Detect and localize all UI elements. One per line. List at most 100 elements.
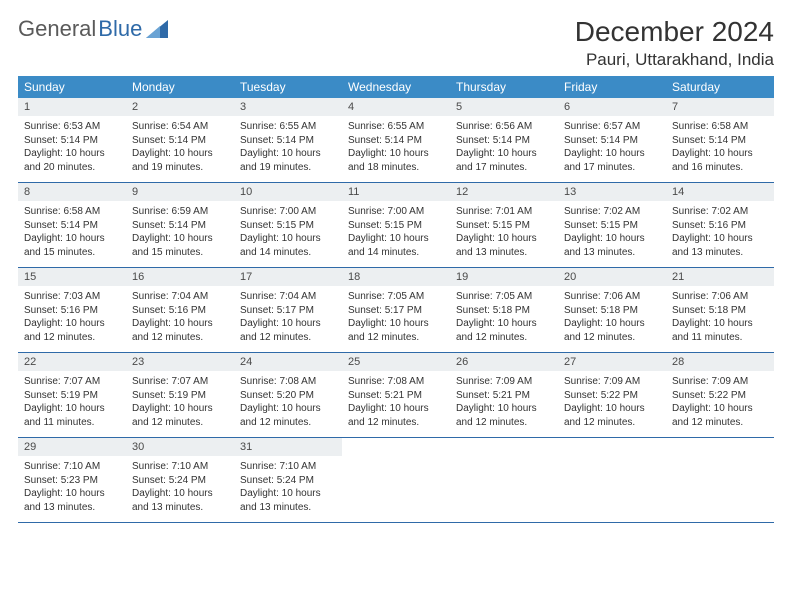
sunrise-text: Sunrise: 6:55 AM [348,120,444,134]
daylight-text: Daylight: 10 hours and 12 minutes. [672,402,768,429]
daylight-text: Daylight: 10 hours and 12 minutes. [456,402,552,429]
logo-triangle-icon [146,20,168,38]
daylight-text: Daylight: 10 hours and 19 minutes. [132,147,228,174]
daylight-text: Daylight: 10 hours and 17 minutes. [456,147,552,174]
day-body: Sunrise: 7:10 AMSunset: 5:24 PMDaylight:… [234,456,342,522]
week-row: 29Sunrise: 7:10 AMSunset: 5:23 PMDayligh… [18,438,774,523]
day-cell [342,438,450,523]
sunrise-text: Sunrise: 6:57 AM [564,120,660,134]
day-cell [450,438,558,523]
sunrise-text: Sunrise: 7:08 AM [348,375,444,389]
logo-text-general: General [18,16,96,42]
day-body: Sunrise: 6:58 AMSunset: 5:14 PMDaylight:… [18,201,126,267]
daylight-text: Daylight: 10 hours and 16 minutes. [672,147,768,174]
sunset-text: Sunset: 5:17 PM [240,304,336,318]
daylight-text: Daylight: 10 hours and 12 minutes. [132,402,228,429]
day-body: Sunrise: 7:01 AMSunset: 5:15 PMDaylight:… [450,201,558,267]
sunrise-text: Sunrise: 7:09 AM [564,375,660,389]
daylight-text: Daylight: 10 hours and 12 minutes. [348,402,444,429]
sunrise-text: Sunrise: 6:56 AM [456,120,552,134]
daylight-text: Daylight: 10 hours and 12 minutes. [564,317,660,344]
day-number: 13 [558,183,666,201]
daylight-text: Daylight: 10 hours and 15 minutes. [132,232,228,259]
day-body: Sunrise: 6:56 AMSunset: 5:14 PMDaylight:… [450,116,558,182]
day-cell: 1Sunrise: 6:53 AMSunset: 5:14 PMDaylight… [18,98,126,183]
sunset-text: Sunset: 5:15 PM [456,219,552,233]
sunset-text: Sunset: 5:14 PM [564,134,660,148]
sunrise-text: Sunrise: 7:05 AM [456,290,552,304]
day-header-row: SundayMondayTuesdayWednesdayThursdayFrid… [18,76,774,98]
day-body: Sunrise: 6:55 AMSunset: 5:14 PMDaylight:… [234,116,342,182]
day-cell: 21Sunrise: 7:06 AMSunset: 5:18 PMDayligh… [666,268,774,353]
day-number: 22 [18,353,126,371]
daylight-text: Daylight: 10 hours and 13 minutes. [240,487,336,514]
day-body: Sunrise: 6:57 AMSunset: 5:14 PMDaylight:… [558,116,666,182]
daylight-text: Daylight: 10 hours and 14 minutes. [348,232,444,259]
day-number: 27 [558,353,666,371]
daylight-text: Daylight: 10 hours and 17 minutes. [564,147,660,174]
daylight-text: Daylight: 10 hours and 13 minutes. [132,487,228,514]
sunset-text: Sunset: 5:15 PM [564,219,660,233]
header: General Blue December 2024 Pauri, Uttara… [18,16,774,70]
sunset-text: Sunset: 5:19 PM [24,389,120,403]
day-body: Sunrise: 7:04 AMSunset: 5:17 PMDaylight:… [234,286,342,352]
day-cell: 5Sunrise: 6:56 AMSunset: 5:14 PMDaylight… [450,98,558,183]
day-body: Sunrise: 7:00 AMSunset: 5:15 PMDaylight:… [342,201,450,267]
day-body: Sunrise: 7:06 AMSunset: 5:18 PMDaylight:… [558,286,666,352]
day-number: 30 [126,438,234,456]
day-number: 2 [126,98,234,116]
day-body: Sunrise: 7:03 AMSunset: 5:16 PMDaylight:… [18,286,126,352]
day-body: Sunrise: 6:55 AMSunset: 5:14 PMDaylight:… [342,116,450,182]
sunrise-text: Sunrise: 6:55 AM [240,120,336,134]
sunrise-text: Sunrise: 7:04 AM [132,290,228,304]
calendar-page: General Blue December 2024 Pauri, Uttara… [0,0,792,539]
day-number: 11 [342,183,450,201]
daylight-text: Daylight: 10 hours and 13 minutes. [456,232,552,259]
day-body: Sunrise: 7:08 AMSunset: 5:20 PMDaylight:… [234,371,342,437]
sunrise-text: Sunrise: 7:09 AM [672,375,768,389]
sunset-text: Sunset: 5:14 PM [240,134,336,148]
logo-text-blue: Blue [98,16,142,42]
sunset-text: Sunset: 5:21 PM [456,389,552,403]
day-number: 16 [126,268,234,286]
sunrise-text: Sunrise: 6:54 AM [132,120,228,134]
day-cell: 22Sunrise: 7:07 AMSunset: 5:19 PMDayligh… [18,353,126,438]
day-body: Sunrise: 7:07 AMSunset: 5:19 PMDaylight:… [18,371,126,437]
sunset-text: Sunset: 5:14 PM [348,134,444,148]
sunset-text: Sunset: 5:18 PM [564,304,660,318]
month-title: December 2024 [575,16,774,48]
sunset-text: Sunset: 5:15 PM [240,219,336,233]
day-body: Sunrise: 7:02 AMSunset: 5:16 PMDaylight:… [666,201,774,267]
sunset-text: Sunset: 5:21 PM [348,389,444,403]
day-body: Sunrise: 7:10 AMSunset: 5:24 PMDaylight:… [126,456,234,522]
daylight-text: Daylight: 10 hours and 12 minutes. [348,317,444,344]
sunset-text: Sunset: 5:14 PM [24,219,120,233]
day-body: Sunrise: 6:59 AMSunset: 5:14 PMDaylight:… [126,201,234,267]
day-number: 15 [18,268,126,286]
daylight-text: Daylight: 10 hours and 13 minutes. [672,232,768,259]
sunrise-text: Sunrise: 7:03 AM [24,290,120,304]
sunrise-text: Sunrise: 7:08 AM [240,375,336,389]
sunrise-text: Sunrise: 7:05 AM [348,290,444,304]
day-number: 7 [666,98,774,116]
week-row: 22Sunrise: 7:07 AMSunset: 5:19 PMDayligh… [18,353,774,438]
sunrise-text: Sunrise: 7:10 AM [24,460,120,474]
day-cell: 23Sunrise: 7:07 AMSunset: 5:19 PMDayligh… [126,353,234,438]
day-body: Sunrise: 7:00 AMSunset: 5:15 PMDaylight:… [234,201,342,267]
daylight-text: Daylight: 10 hours and 12 minutes. [240,317,336,344]
day-number: 9 [126,183,234,201]
title-block: December 2024 Pauri, Uttarakhand, India [575,16,774,70]
day-body: Sunrise: 7:07 AMSunset: 5:19 PMDaylight:… [126,371,234,437]
daylight-text: Daylight: 10 hours and 13 minutes. [564,232,660,259]
day-cell: 12Sunrise: 7:01 AMSunset: 5:15 PMDayligh… [450,183,558,268]
day-cell: 30Sunrise: 7:10 AMSunset: 5:24 PMDayligh… [126,438,234,523]
daylight-text: Daylight: 10 hours and 12 minutes. [564,402,660,429]
day-cell: 15Sunrise: 7:03 AMSunset: 5:16 PMDayligh… [18,268,126,353]
day-number: 8 [18,183,126,201]
day-cell: 28Sunrise: 7:09 AMSunset: 5:22 PMDayligh… [666,353,774,438]
daylight-text: Daylight: 10 hours and 20 minutes. [24,147,120,174]
sunset-text: Sunset: 5:22 PM [672,389,768,403]
sunrise-text: Sunrise: 7:09 AM [456,375,552,389]
day-number: 1 [18,98,126,116]
sunrise-text: Sunrise: 6:53 AM [24,120,120,134]
